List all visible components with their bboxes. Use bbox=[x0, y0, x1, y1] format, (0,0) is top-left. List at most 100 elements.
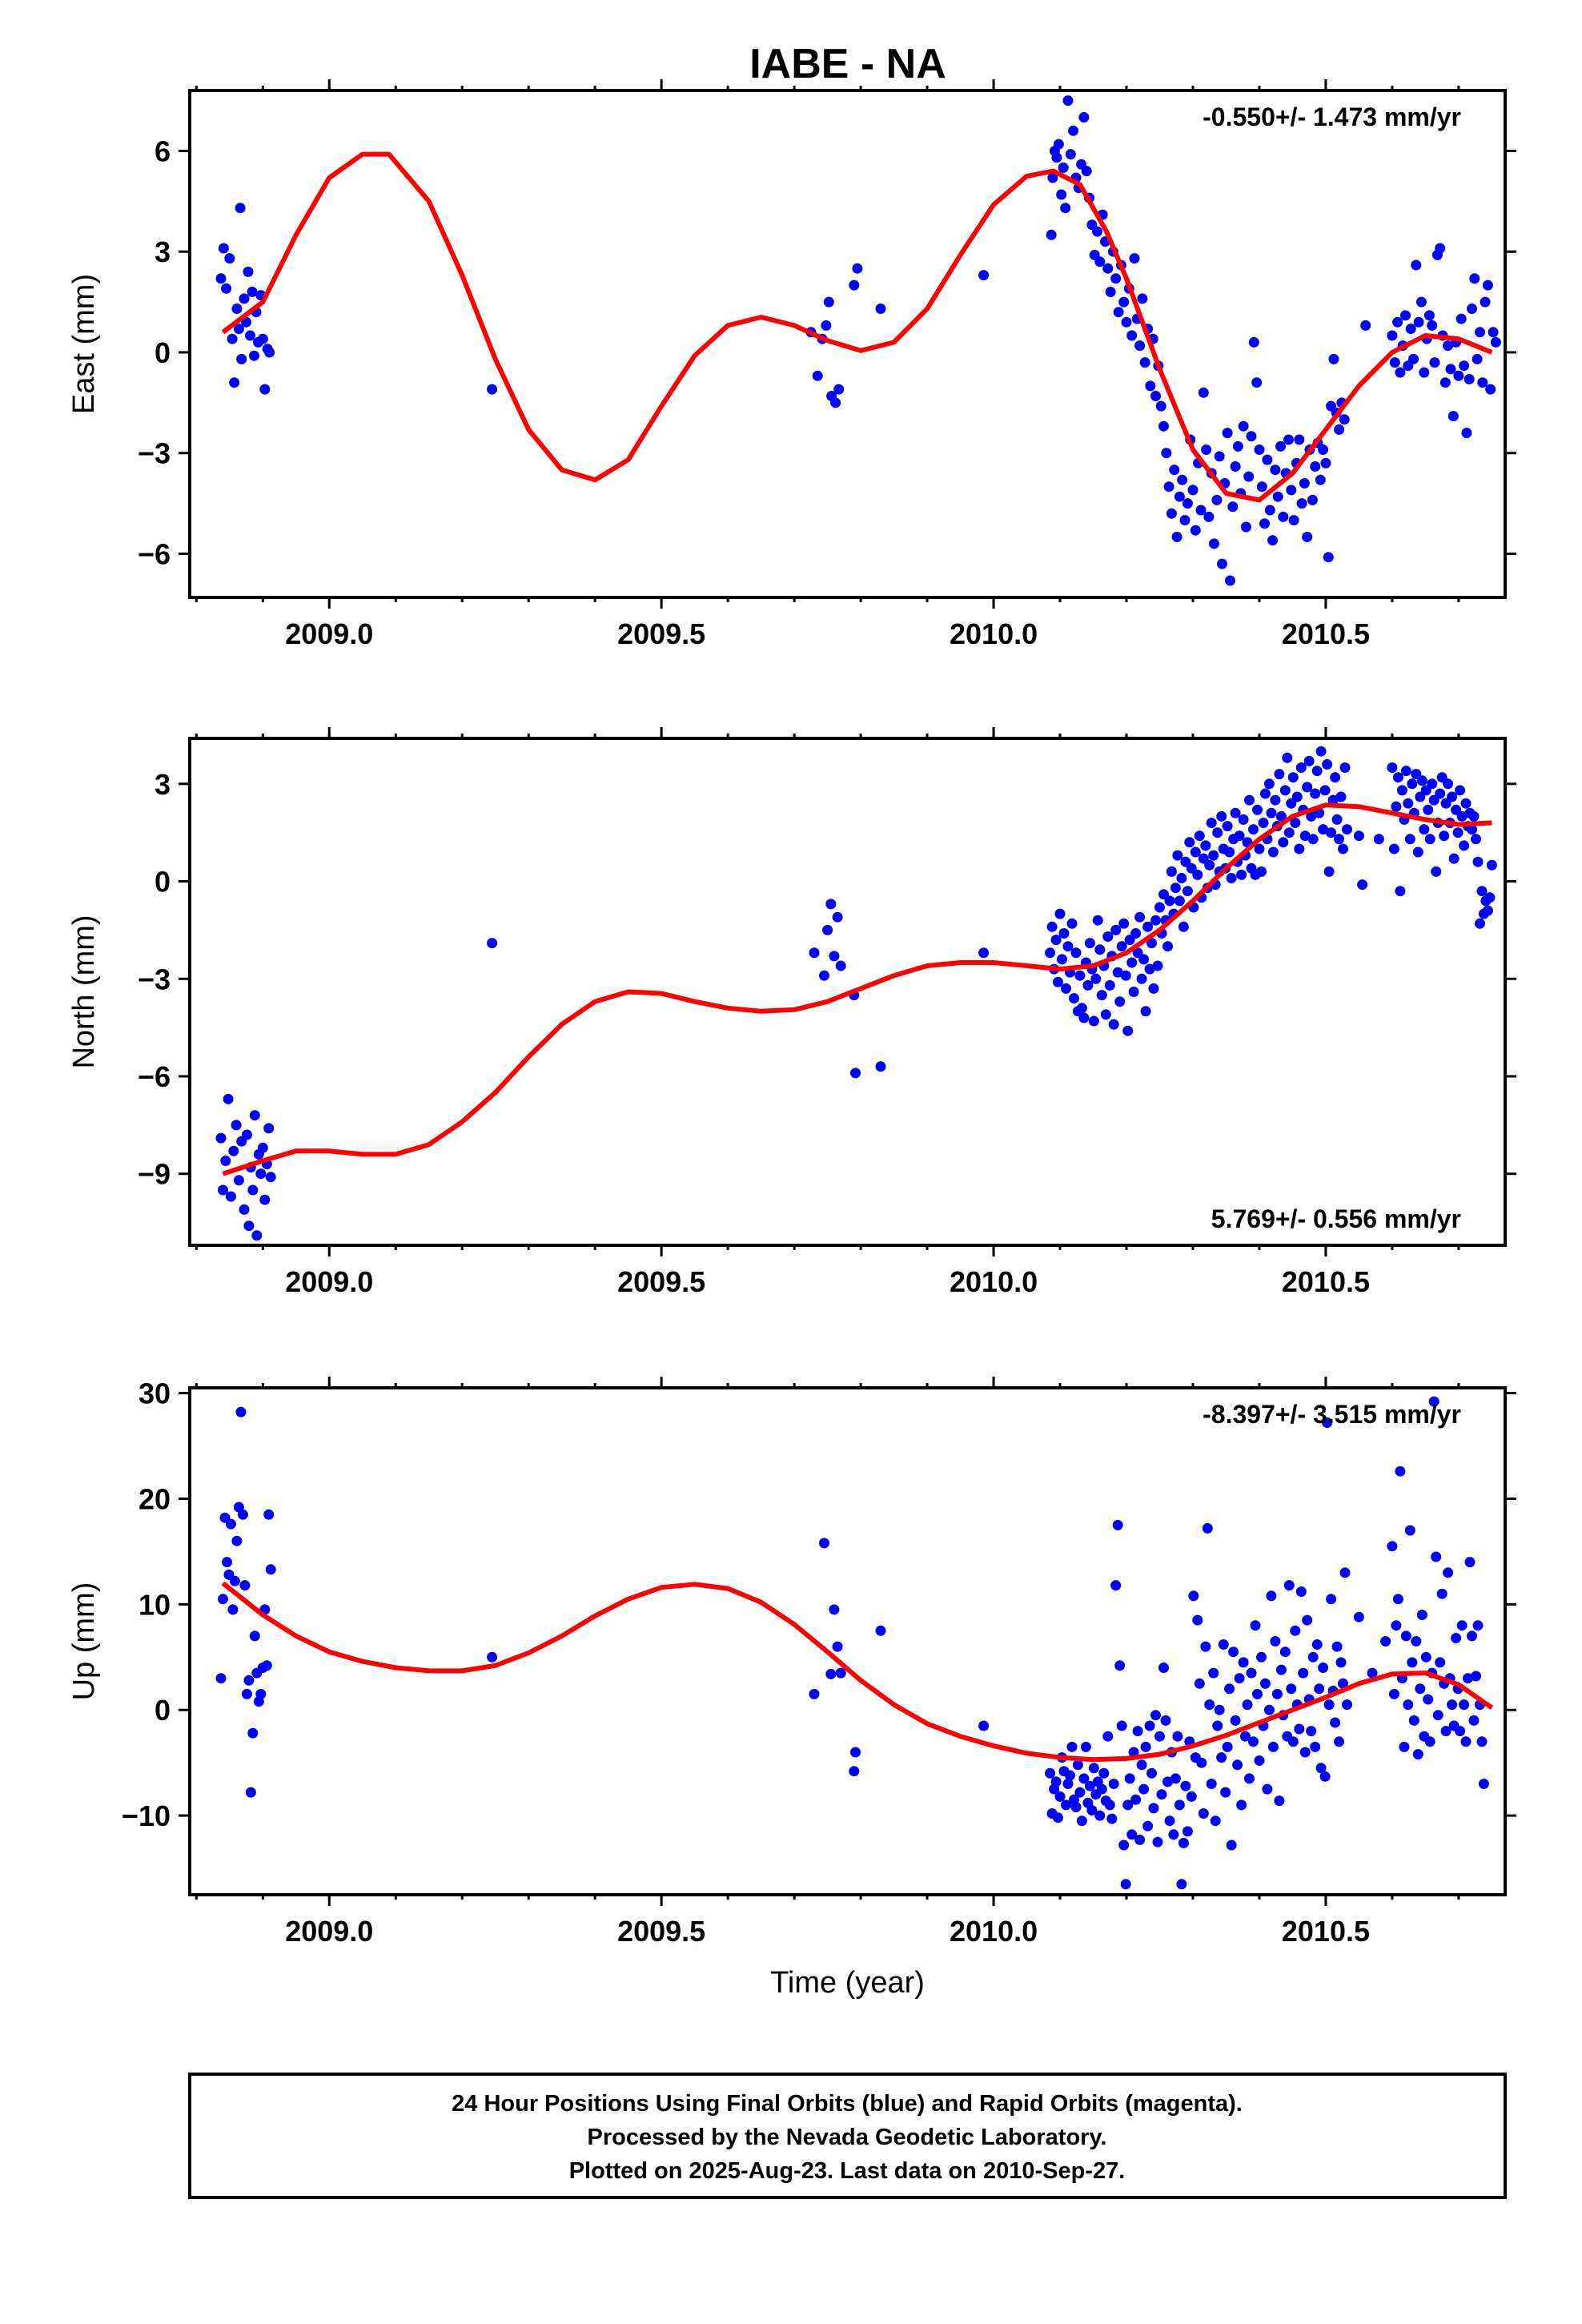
data-point bbox=[1177, 474, 1188, 485]
data-point bbox=[1476, 1736, 1488, 1747]
data-point bbox=[1302, 1614, 1313, 1626]
data-point bbox=[1279, 1647, 1291, 1658]
data-point bbox=[1310, 788, 1321, 799]
data-point bbox=[1476, 886, 1488, 897]
data-point bbox=[1198, 387, 1209, 398]
data-point bbox=[1126, 1829, 1138, 1840]
data-point bbox=[1178, 921, 1189, 932]
data-point bbox=[819, 1538, 829, 1549]
data-point bbox=[1423, 1694, 1434, 1705]
data-point bbox=[1226, 1839, 1237, 1851]
data-point bbox=[1096, 1783, 1107, 1795]
data-point bbox=[1484, 892, 1496, 903]
data-point bbox=[1330, 1717, 1341, 1728]
footer-line-2: Processed by the Nevada Geodetic Laborat… bbox=[588, 2125, 1107, 2150]
data-point bbox=[1080, 1741, 1091, 1752]
data-point bbox=[261, 1660, 272, 1671]
x-tick-label: 2009.5 bbox=[617, 1915, 705, 1948]
data-point bbox=[1182, 1826, 1193, 1837]
data-point bbox=[1114, 1660, 1126, 1671]
data-point bbox=[1294, 1723, 1305, 1735]
data-point bbox=[1452, 827, 1464, 838]
data-point bbox=[1098, 1767, 1110, 1779]
data-point bbox=[1436, 1588, 1447, 1599]
data-point bbox=[1206, 818, 1217, 828]
data-point bbox=[1443, 1567, 1454, 1578]
data-point bbox=[1154, 1731, 1165, 1742]
data-point bbox=[1053, 1812, 1063, 1823]
data-point bbox=[852, 263, 863, 274]
data-point bbox=[255, 1688, 267, 1699]
data-point bbox=[1315, 1763, 1327, 1774]
data-point bbox=[1204, 859, 1215, 870]
data-point bbox=[1074, 1787, 1086, 1798]
data-point bbox=[850, 1747, 861, 1758]
data-point bbox=[1451, 1633, 1462, 1643]
data-point bbox=[231, 1535, 243, 1546]
data-point bbox=[1254, 444, 1265, 455]
data-point bbox=[1236, 869, 1247, 880]
data-point bbox=[247, 287, 258, 297]
data-point bbox=[1256, 481, 1267, 493]
data-point bbox=[1110, 924, 1122, 935]
data-point bbox=[1360, 320, 1371, 331]
data-point bbox=[218, 243, 229, 254]
data-point bbox=[1069, 993, 1079, 1004]
data-point bbox=[1459, 840, 1470, 851]
data-point bbox=[255, 1168, 267, 1180]
data-point bbox=[1335, 1657, 1347, 1668]
data-point bbox=[1144, 963, 1155, 975]
data-point bbox=[1242, 1699, 1253, 1711]
data-point bbox=[1486, 859, 1497, 870]
plot-frame bbox=[188, 1386, 1507, 1896]
data-point bbox=[231, 304, 243, 314]
data-point bbox=[1439, 830, 1450, 842]
data-point bbox=[1136, 973, 1147, 984]
data-point bbox=[265, 1172, 276, 1183]
data-point bbox=[1339, 762, 1351, 773]
data-point bbox=[1271, 1688, 1283, 1699]
data-point bbox=[1076, 1003, 1087, 1014]
data-point bbox=[1411, 1636, 1422, 1647]
data-point bbox=[1416, 775, 1427, 786]
data-point bbox=[1415, 1683, 1426, 1695]
data-point bbox=[1447, 411, 1459, 422]
data-point bbox=[1065, 149, 1076, 160]
data-point bbox=[1456, 1620, 1468, 1631]
data-point bbox=[1195, 505, 1207, 516]
y-tick-label: 0 bbox=[155, 866, 171, 899]
data-point bbox=[1110, 273, 1122, 284]
data-point bbox=[1447, 1699, 1458, 1711]
data-point bbox=[1294, 843, 1305, 854]
data-point bbox=[1294, 434, 1305, 445]
data-point bbox=[1084, 938, 1095, 949]
data-point bbox=[1104, 1799, 1115, 1811]
data-point bbox=[215, 1673, 227, 1684]
data-point bbox=[1146, 938, 1157, 949]
data-point bbox=[239, 1204, 250, 1215]
data-point bbox=[227, 333, 238, 344]
data-point bbox=[1116, 1720, 1127, 1731]
y-tick-label: −3 bbox=[138, 437, 171, 470]
data-point bbox=[1482, 905, 1493, 916]
data-point bbox=[233, 1175, 244, 1186]
data-point bbox=[1472, 856, 1484, 867]
data-point bbox=[1485, 384, 1496, 395]
data-point bbox=[1105, 287, 1116, 297]
data-point bbox=[1234, 1673, 1245, 1684]
data-point bbox=[1068, 125, 1079, 136]
data-point bbox=[825, 899, 837, 910]
data-point bbox=[1461, 428, 1472, 439]
data-point bbox=[1196, 1757, 1207, 1768]
data-point bbox=[1448, 853, 1460, 864]
data-point bbox=[875, 1625, 886, 1636]
data-point bbox=[829, 951, 840, 962]
data-point bbox=[1082, 979, 1094, 991]
data-point bbox=[1243, 471, 1255, 482]
data-point bbox=[1163, 481, 1174, 493]
x-tick-label: 2010.5 bbox=[1282, 617, 1370, 650]
data-point bbox=[1286, 485, 1297, 496]
data-point bbox=[1201, 444, 1212, 455]
data-point bbox=[1455, 785, 1466, 796]
east-panel: 2009.0 2009.5 2010.0 2010.5 −6 −3 0 3 6 East (mm)… bbox=[67, 79, 1516, 650]
